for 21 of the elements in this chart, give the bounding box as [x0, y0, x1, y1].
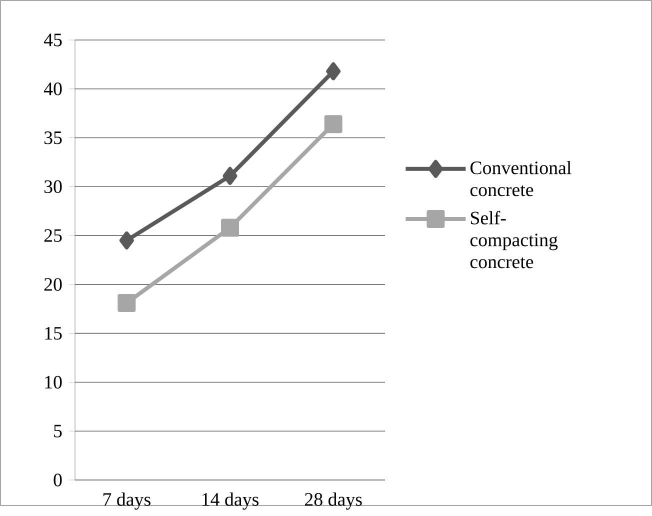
- y-tick-label: 45: [44, 34, 62, 46]
- y-tick-label: 35: [44, 131, 62, 144]
- x-tick-label: 14 days: [202, 492, 259, 510]
- y-tick-label: 10: [45, 376, 62, 389]
- y-tick-label: 25: [44, 229, 62, 242]
- point: [221, 218, 240, 237]
- y-tick-label: 5: [54, 424, 62, 438]
- y-tick-label: 40: [44, 82, 62, 96]
- y-tick-label: 15: [45, 326, 62, 340]
- point: [222, 166, 238, 185]
- y-tick-label: 30: [44, 180, 62, 194]
- point: [119, 231, 134, 250]
- point: [118, 294, 136, 312]
- y-tick-label: 0: [54, 474, 62, 486]
- point: [326, 62, 341, 80]
- point: [324, 115, 342, 134]
- legend-label: Self-compacting concrete: [470, 210, 558, 268]
- legend-label: Conventional concrete: [470, 160, 572, 196]
- x-tick-label: 28 days: [304, 492, 362, 510]
- y-tick-label: 20: [44, 278, 62, 291]
- x-tick-label: 7 days: [103, 492, 150, 510]
